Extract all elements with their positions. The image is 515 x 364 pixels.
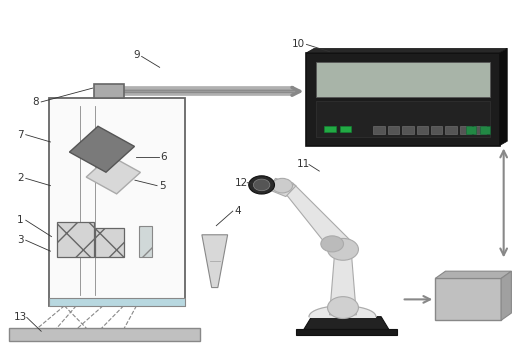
Circle shape	[328, 238, 358, 260]
Bar	[306, 53, 500, 146]
Polygon shape	[306, 48, 507, 53]
Circle shape	[249, 176, 274, 194]
Bar	[435, 278, 501, 320]
Polygon shape	[296, 329, 397, 335]
Text: 11: 11	[297, 159, 311, 169]
Polygon shape	[309, 306, 376, 317]
Bar	[474, 126, 486, 134]
Bar	[57, 222, 94, 257]
Bar	[94, 84, 124, 98]
Bar	[373, 126, 385, 134]
Bar	[9, 328, 200, 341]
Text: 6: 6	[161, 151, 167, 162]
Polygon shape	[202, 235, 228, 288]
Circle shape	[321, 236, 344, 252]
Polygon shape	[330, 251, 356, 315]
Bar	[49, 298, 185, 306]
Bar	[445, 126, 457, 134]
Polygon shape	[501, 271, 511, 320]
Text: 3: 3	[18, 235, 24, 245]
Polygon shape	[70, 126, 134, 172]
Bar	[95, 228, 124, 257]
Bar	[316, 62, 490, 97]
Bar	[431, 126, 442, 134]
Polygon shape	[268, 178, 296, 197]
Text: 9: 9	[133, 50, 140, 60]
Bar	[139, 226, 152, 257]
Polygon shape	[86, 155, 141, 194]
Bar	[324, 126, 336, 132]
Circle shape	[272, 178, 293, 193]
Bar	[402, 126, 414, 134]
Polygon shape	[435, 271, 511, 278]
Circle shape	[328, 297, 358, 318]
Text: 1: 1	[18, 215, 24, 225]
Text: 5: 5	[159, 181, 165, 191]
Text: 8: 8	[33, 97, 39, 107]
Bar	[466, 126, 476, 134]
Bar	[388, 126, 399, 134]
Bar	[417, 126, 428, 134]
Polygon shape	[500, 48, 507, 146]
Text: 12: 12	[234, 178, 248, 188]
Bar	[480, 126, 490, 134]
Text: 10: 10	[292, 39, 305, 49]
Text: 7: 7	[18, 130, 24, 140]
Text: 13: 13	[14, 312, 27, 323]
Polygon shape	[281, 183, 350, 248]
Text: 4: 4	[235, 206, 241, 216]
Bar	[49, 98, 185, 306]
Text: 2: 2	[18, 173, 24, 183]
Bar	[460, 126, 471, 134]
Bar	[340, 126, 351, 132]
Polygon shape	[304, 317, 389, 329]
Circle shape	[253, 179, 270, 191]
Bar	[316, 101, 490, 136]
